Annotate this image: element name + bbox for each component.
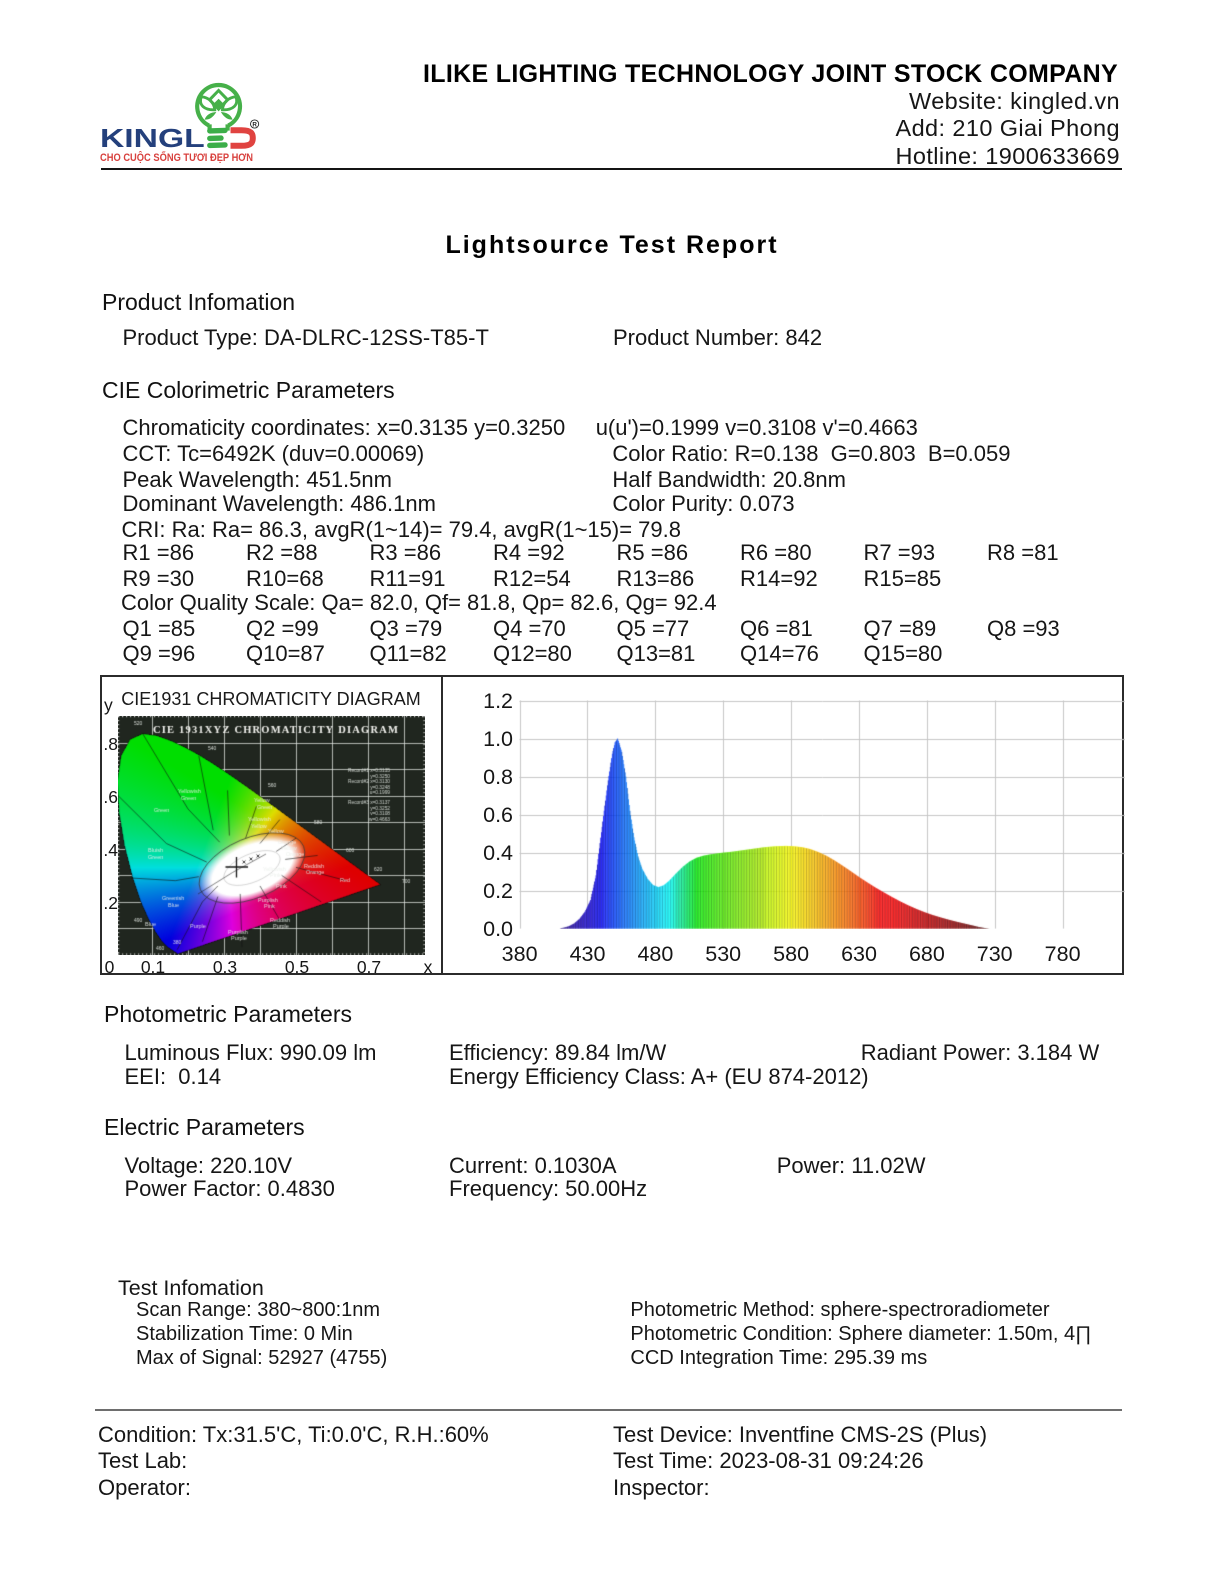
svg-text:R: R xyxy=(252,122,257,129)
svg-text:CHO CUỘC SỐNG TƯƠI ĐẸP HƠN: CHO CUỘC SỐNG TƯƠI ĐẸP HƠN xyxy=(100,150,253,164)
svg-text:KINGL: KINGL xyxy=(100,125,205,153)
